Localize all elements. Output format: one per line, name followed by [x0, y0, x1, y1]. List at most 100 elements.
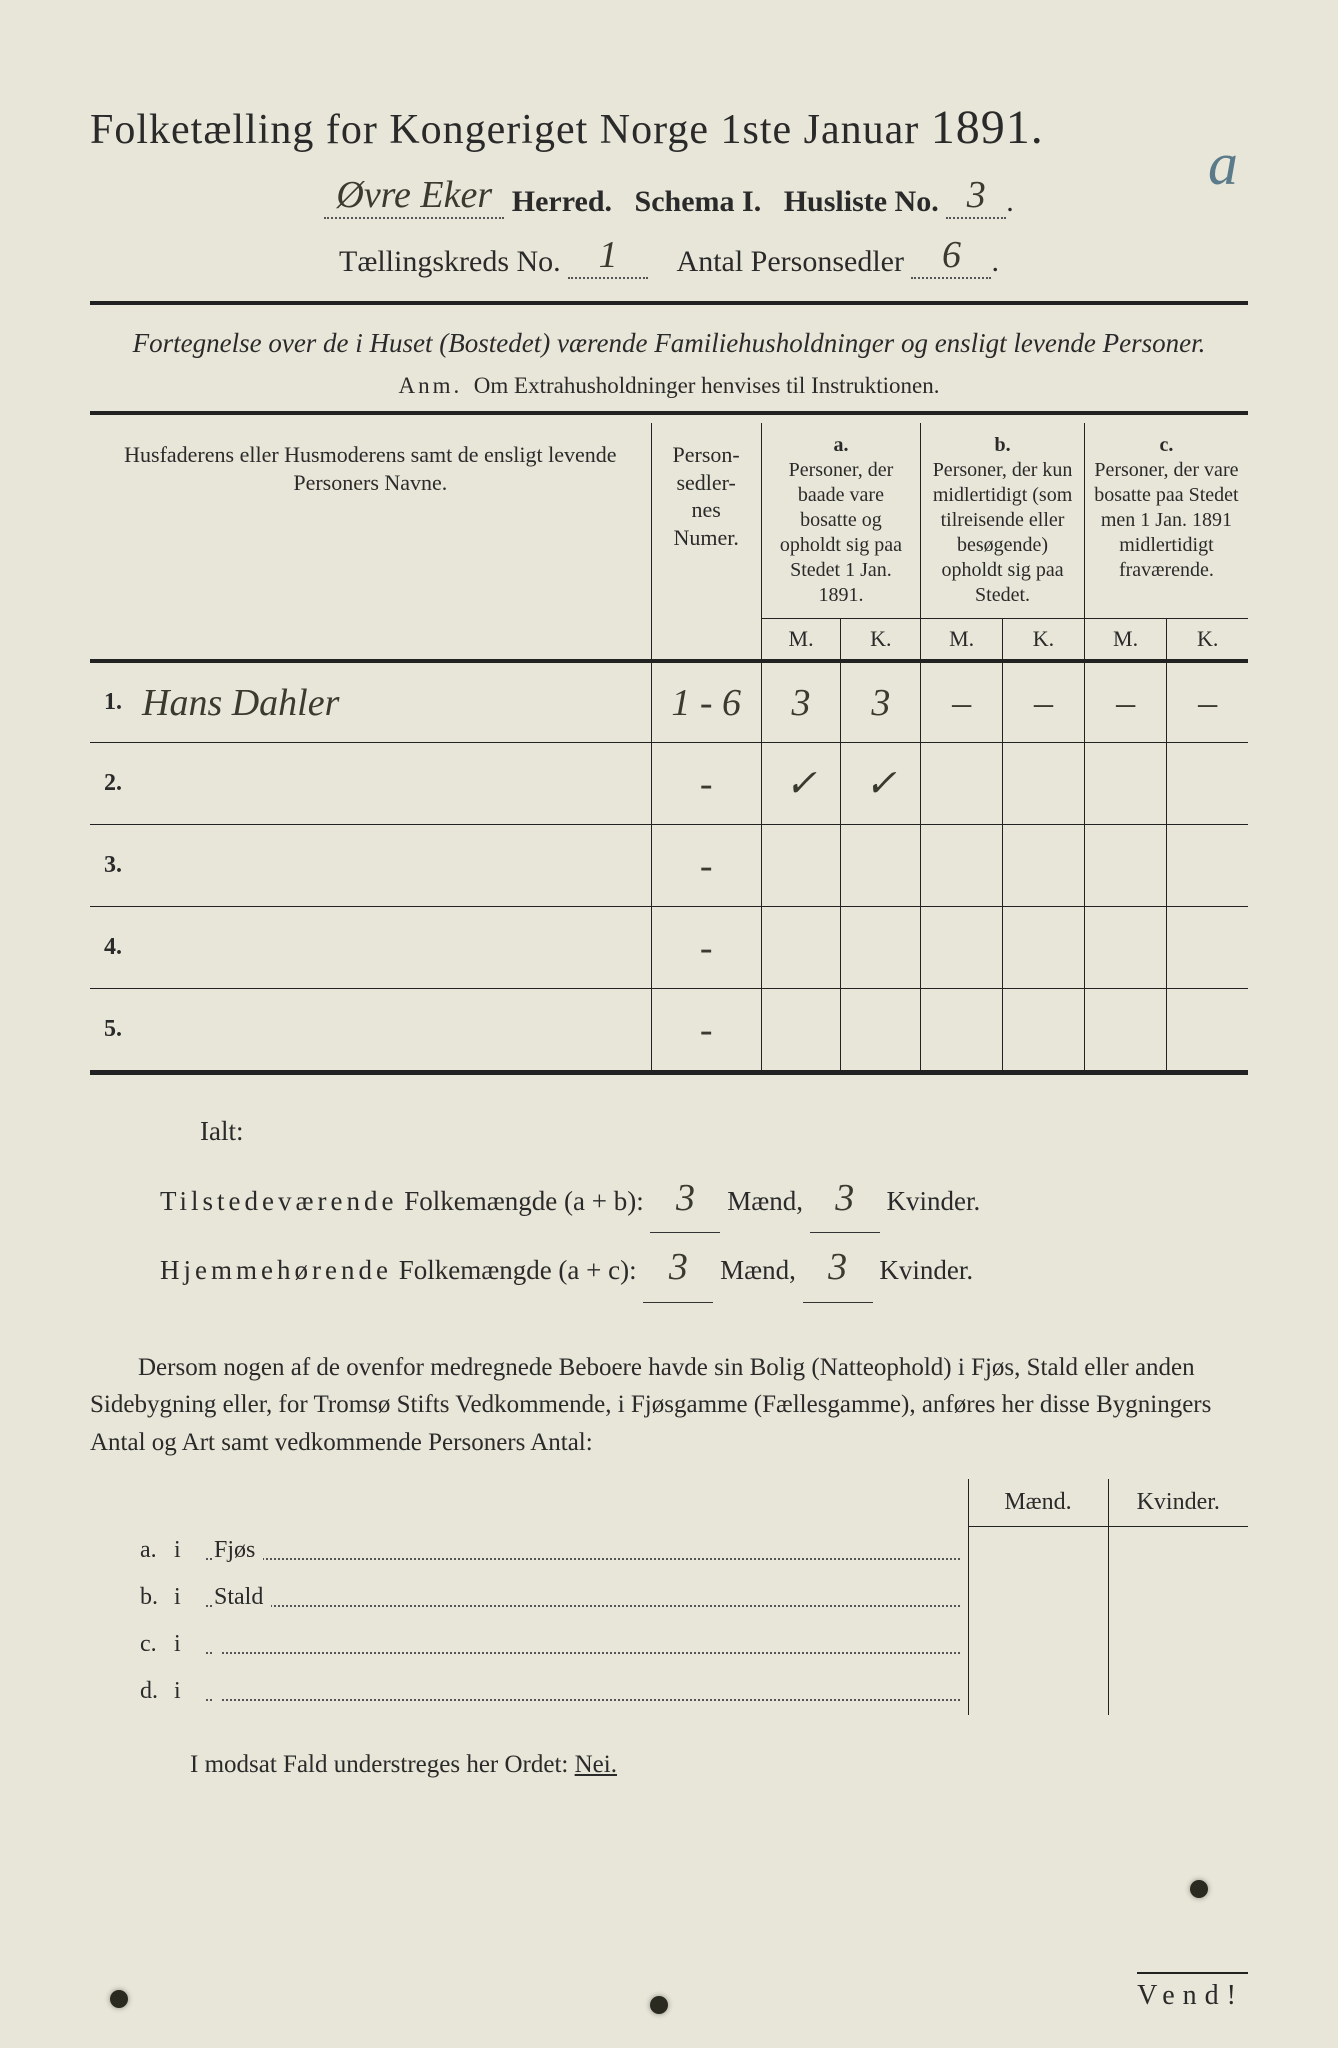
side-row-l1: a. — [90, 1527, 166, 1574]
row-bM: – — [921, 661, 1003, 743]
row-aM — [761, 989, 841, 1071]
side-row-word: Stald — [206, 1574, 968, 1621]
table-row: 2. -✓✓ — [90, 743, 1248, 825]
row-aK — [841, 825, 921, 907]
row-aK: 3 — [841, 661, 921, 743]
row-name — [130, 743, 651, 825]
side-row-l1: d. — [90, 1668, 166, 1715]
personsedler-value: 6 — [911, 233, 991, 279]
ialt-kvinder-1: Kvinder. — [886, 1186, 980, 1216]
kreds-no: 1 — [568, 233, 648, 279]
side-row-l2: i — [166, 1527, 206, 1574]
row-name: Hans Dahler — [130, 661, 651, 743]
row-aM: ✓ — [761, 743, 841, 825]
side-kvinder-header: Kvinder. — [1108, 1479, 1248, 1527]
ialt-2a: Hjemmehørende — [160, 1255, 392, 1285]
side-row-kvinder — [1108, 1621, 1248, 1668]
personsedler-label: Antal Personsedler — [677, 245, 904, 278]
row-cK — [1167, 743, 1248, 825]
row-aK — [841, 989, 921, 1071]
row-aM: 3 — [761, 661, 841, 743]
anm-label: Anm. — [399, 373, 463, 398]
main-table: Husfaderens eller Husmoderens samt de en… — [90, 423, 1248, 1071]
ialt-2k: 3 — [803, 1233, 873, 1302]
modsat-nei: Nei. — [575, 1751, 617, 1778]
title-year: 1891. — [931, 101, 1044, 154]
col-c-desc: Personer, der vare bosatte paa Stedet me… — [1091, 458, 1242, 583]
punch-hole-icon — [1190, 1880, 1208, 1898]
col-c-label: c. — [1159, 434, 1173, 456]
col-c-m: M. — [1084, 619, 1166, 661]
census-form-page: a Folketælling for Kongeriget Norge 1ste… — [90, 100, 1248, 2048]
table-row: 5.- — [90, 989, 1248, 1071]
side-row-maend — [968, 1574, 1108, 1621]
side-row-word: Fjøs — [206, 1527, 968, 1574]
col-b-label: b. — [994, 434, 1010, 456]
header-line-2: Øvre Eker Herred. Schema I. Husliste No.… — [90, 173, 1248, 219]
row-bM — [921, 825, 1003, 907]
row-bK — [1003, 989, 1085, 1071]
row-bK — [1003, 825, 1085, 907]
row-cK — [1167, 825, 1248, 907]
col-numer-header: Person-sedler-nes Numer. — [651, 423, 761, 661]
side-table-row: c.i — [90, 1621, 1248, 1668]
row-cM — [1084, 989, 1166, 1071]
punch-hole-icon — [650, 1996, 668, 2014]
main-table-wrap: Husfaderens eller Husmoderens samt de en… — [90, 411, 1248, 1075]
vend-label: Vend! — [1137, 1972, 1248, 2012]
anm-text: Om Extrahusholdninger henvises til Instr… — [474, 373, 940, 398]
table-row: 3.- — [90, 825, 1248, 907]
row-bM — [921, 989, 1003, 1071]
col-c-header: c. Personer, der vare bosatte paa Stedet… — [1084, 423, 1248, 619]
table-row: 1.Hans Dahler1 - 633–––– — [90, 661, 1248, 743]
side-row-l1: c. — [90, 1621, 166, 1668]
col-a-header: a. Personer, der baade vare bosatte og o… — [761, 423, 921, 619]
row-bK — [1003, 907, 1085, 989]
row-cM — [1084, 825, 1166, 907]
anm-line: Anm. Om Extrahusholdninger henvises til … — [90, 373, 1248, 399]
ialt-1b: Folkemængde (a + b): — [404, 1186, 643, 1216]
row-aK: ✓ — [841, 743, 921, 825]
col-b-k: K. — [1003, 619, 1085, 661]
side-row-l2: i — [166, 1621, 206, 1668]
row-name — [130, 907, 651, 989]
ialt-2b: Folkemængde (a + c): — [399, 1255, 637, 1285]
corner-annotation: a — [1208, 130, 1238, 199]
col-b-desc: Personer, der kun midlertidigt (som tilr… — [927, 458, 1078, 608]
row-bK: – — [1003, 661, 1085, 743]
side-maend-header: Mænd. — [968, 1479, 1108, 1527]
row-cK: – — [1167, 661, 1248, 743]
side-row-l2: i — [166, 1574, 206, 1621]
ialt-block: Ialt: Tilstedeværende Folkemængde (a + b… — [90, 1107, 1248, 1302]
col-b-header: b. Personer, der kun midlertidigt (som t… — [921, 423, 1085, 619]
row-cK — [1167, 907, 1248, 989]
ialt-1m: 3 — [650, 1164, 720, 1233]
col-a-m: M. — [761, 619, 841, 661]
subtitle: Fortegnelse over de i Huset (Bostedet) v… — [90, 325, 1248, 361]
row-num: 4. — [90, 907, 130, 989]
ialt-line-1: Tilstedeværende Folkemængde (a + b): 3 M… — [160, 1164, 1248, 1233]
side-row-kvinder — [1108, 1527, 1248, 1574]
ialt-label: Ialt: — [160, 1107, 1248, 1156]
row-numer: 1 - 6 — [651, 661, 761, 743]
row-bM — [921, 907, 1003, 989]
side-row-maend — [968, 1668, 1108, 1715]
side-table-row: b.iStald — [90, 1574, 1248, 1621]
schema-label: Schema I. — [635, 185, 762, 218]
side-row-kvinder — [1108, 1668, 1248, 1715]
ialt-line-2: Hjemmehørende Folkemængde (a + c): 3 Mæn… — [160, 1233, 1248, 1302]
side-row-maend — [968, 1621, 1108, 1668]
row-aM — [761, 907, 841, 989]
side-row-word — [206, 1621, 968, 1668]
row-numer: - — [651, 743, 761, 825]
row-bM — [921, 743, 1003, 825]
modsat-line: I modsat Fald understreges her Ordet: Ne… — [90, 1751, 1248, 1779]
row-numer: - — [651, 825, 761, 907]
row-num: 1. — [90, 661, 130, 743]
row-num: 2. — [90, 743, 130, 825]
ialt-1k: 3 — [810, 1164, 880, 1233]
side-table: Mænd. Kvinder. a.iFjøsb.iStaldc.id.i — [90, 1479, 1248, 1715]
row-aK — [841, 907, 921, 989]
col-b-m: M. — [921, 619, 1003, 661]
ialt-kvinder-2: Kvinder. — [879, 1255, 973, 1285]
